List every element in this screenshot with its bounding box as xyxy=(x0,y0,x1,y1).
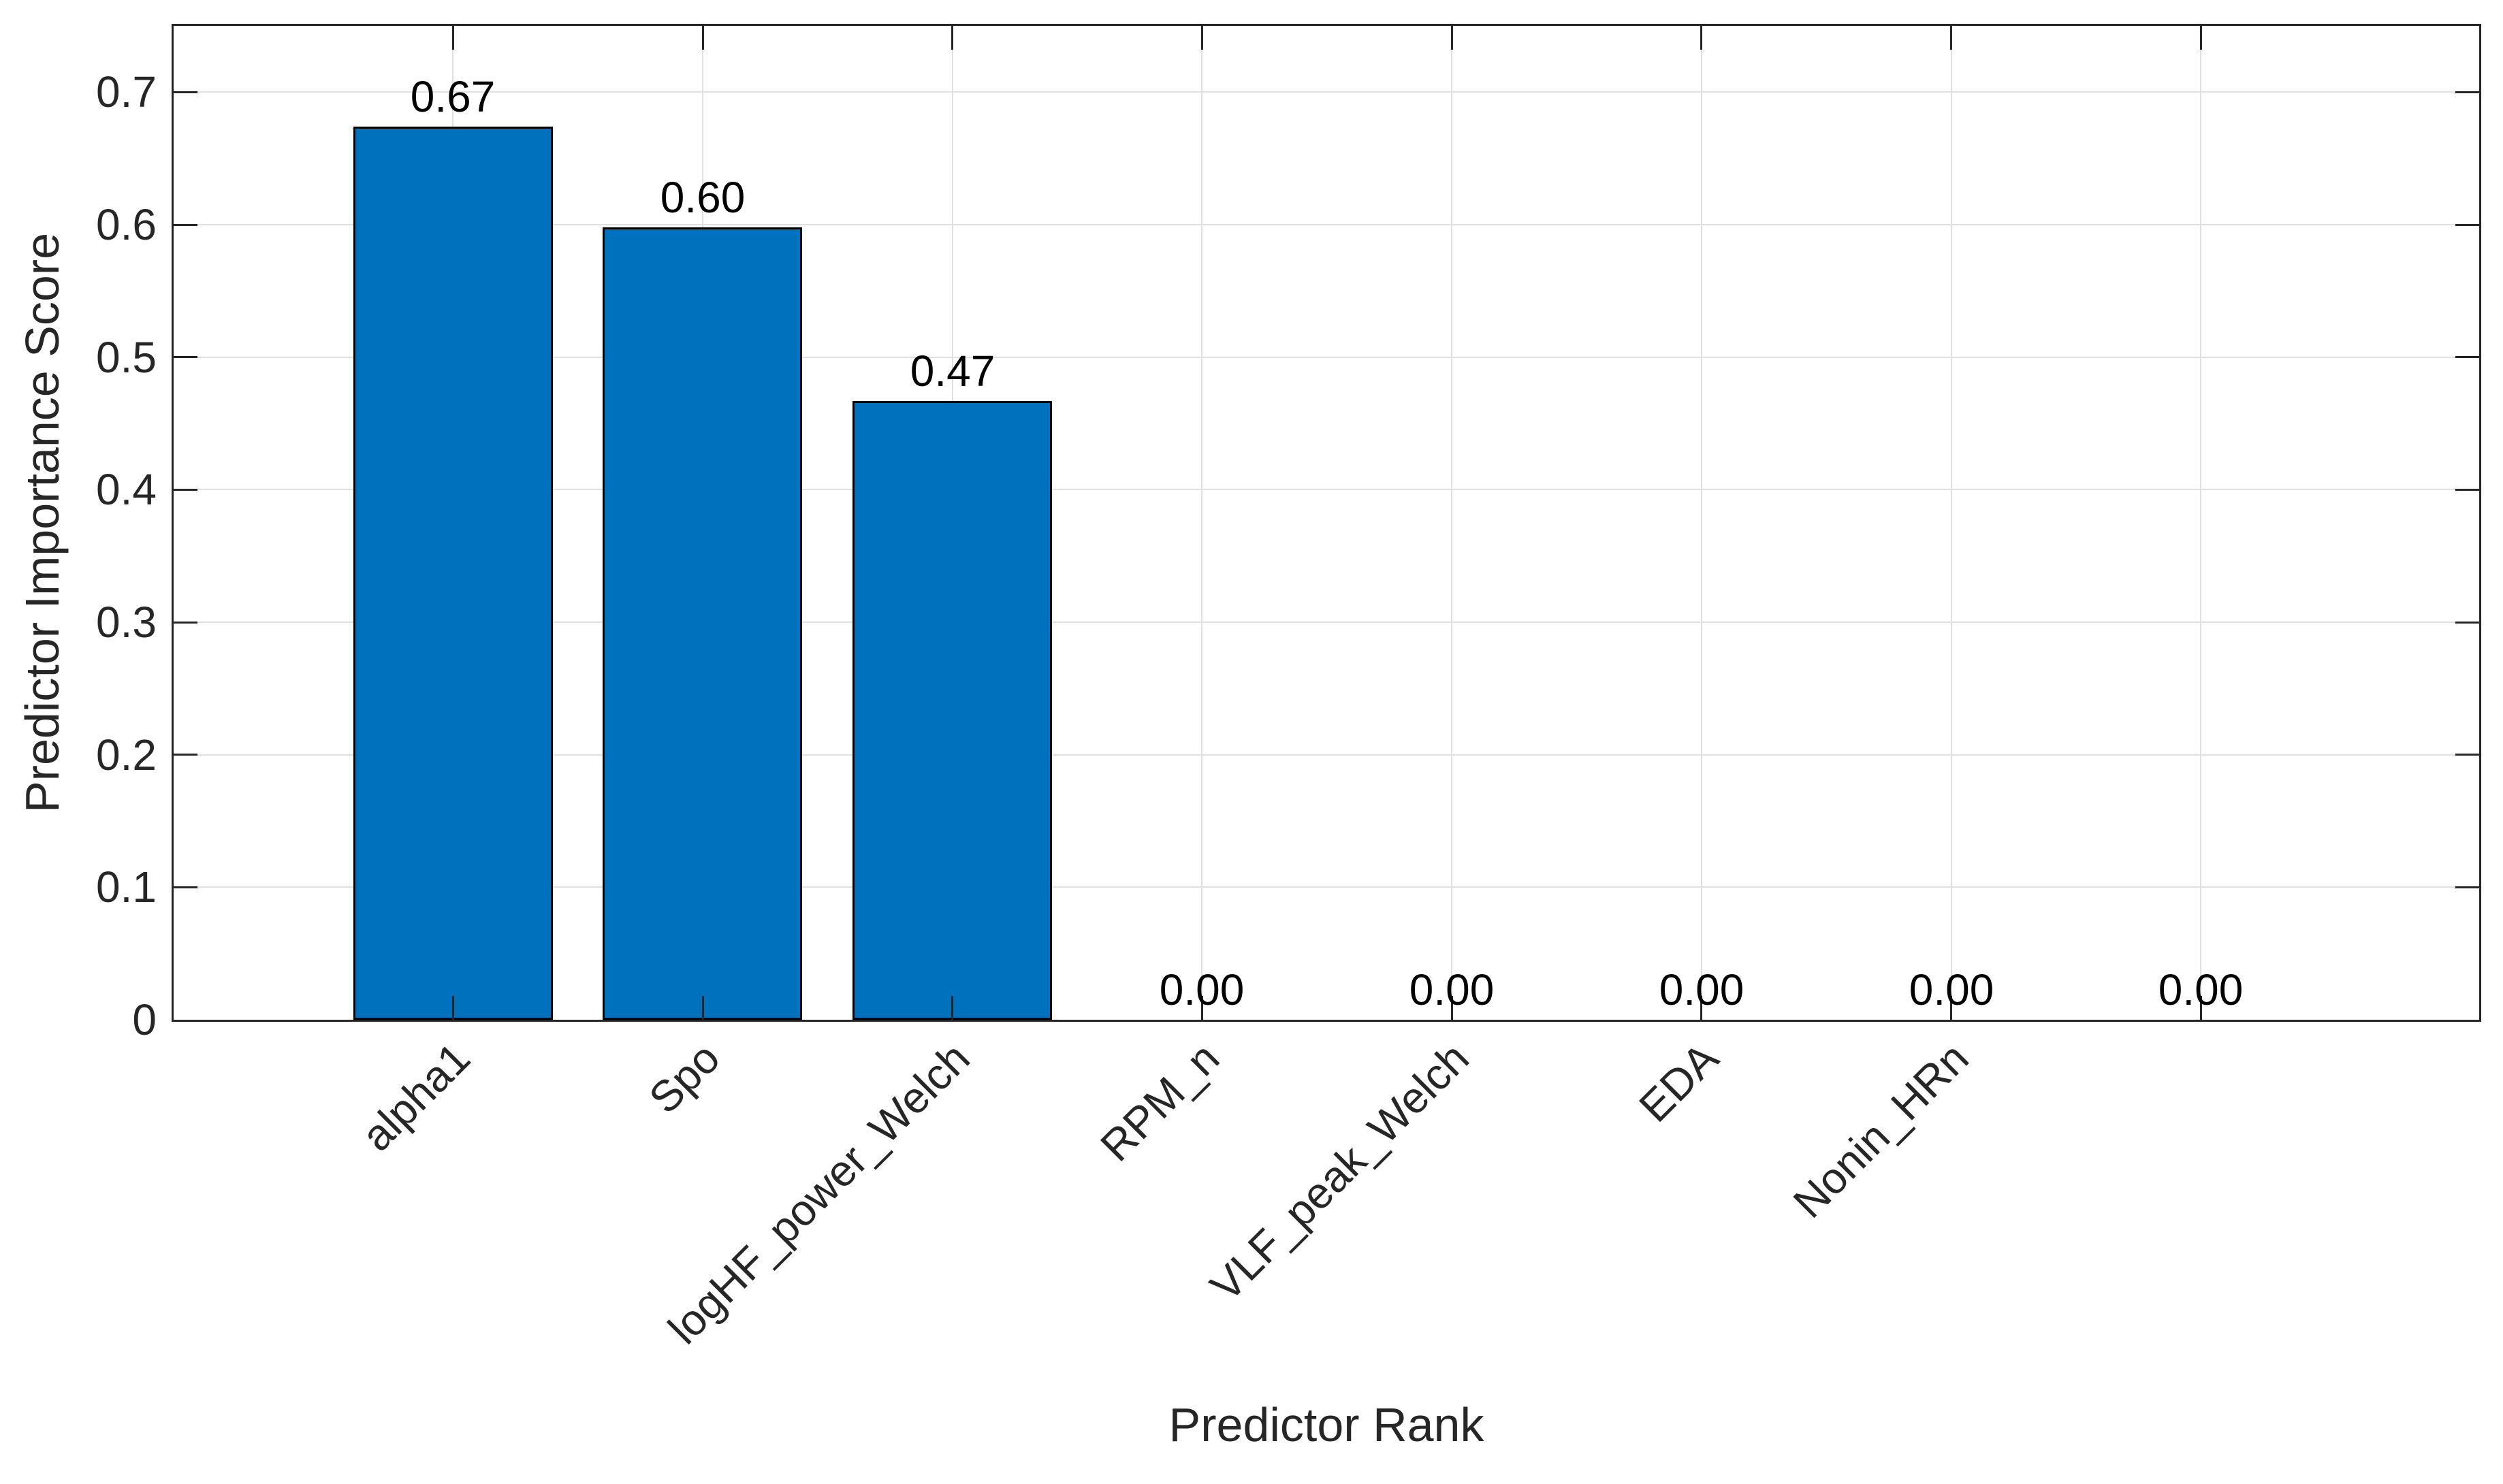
x-tick-label-text: RPM_n xyxy=(1090,1033,1228,1171)
x-tick-top xyxy=(452,26,454,50)
x-tick-top xyxy=(951,26,953,50)
x-tick xyxy=(1201,996,1203,1020)
y-tick-right xyxy=(2455,622,2479,624)
x-tick-label-text: VLF_peak_Welch xyxy=(1200,1033,1478,1311)
x-tick-label-text: Spo xyxy=(639,1033,729,1123)
y-tick-label: 0.7 xyxy=(96,67,157,116)
x-tick-label-text: EDA xyxy=(1629,1033,1728,1131)
value-label: 0.60 xyxy=(660,173,746,222)
v-gridline xyxy=(2200,26,2201,1020)
x-tick xyxy=(1700,996,1702,1020)
y-tick xyxy=(174,886,197,888)
x-tick xyxy=(452,996,454,1020)
y-tick-label: 0.4 xyxy=(96,465,157,514)
value-label: 0.00 xyxy=(1409,965,1495,1014)
h-gridline xyxy=(174,489,2479,490)
h-gridline xyxy=(174,91,2479,93)
h-gridline xyxy=(174,357,2479,358)
h-gridline xyxy=(174,886,2479,888)
x-tick-top xyxy=(1700,26,1702,50)
x-tick xyxy=(951,996,953,1020)
y-axis-label: Predictor Importance Score xyxy=(16,232,69,813)
x-tick xyxy=(702,996,704,1020)
x-tick xyxy=(1950,996,1952,1020)
y-tick-right xyxy=(2455,356,2479,358)
y-tick-label: 0.1 xyxy=(96,862,157,912)
y-tick xyxy=(174,356,197,358)
y-tick-label: 0.5 xyxy=(96,333,157,382)
y-tick-label: 0.3 xyxy=(96,598,157,647)
value-label: 0.67 xyxy=(410,72,496,121)
y-tick-right xyxy=(2455,886,2479,888)
bar xyxy=(603,227,802,1020)
x-tick-top xyxy=(1201,26,1203,50)
h-gridline xyxy=(174,622,2479,623)
v-gridline xyxy=(1951,26,1952,1020)
x-tick xyxy=(1451,996,1453,1020)
x-tick-label-text: Nonin_HRn xyxy=(1783,1033,1978,1227)
x-tick-label-text: alpha1 xyxy=(351,1033,479,1161)
v-gridline xyxy=(1451,26,1452,1020)
y-tick-right xyxy=(2455,754,2479,756)
y-tick-right xyxy=(2455,489,2479,491)
x-tick-top xyxy=(1950,26,1952,50)
y-tick xyxy=(174,91,197,93)
value-label: 0.00 xyxy=(1909,965,1994,1014)
y-tick-right xyxy=(2455,91,2479,93)
y-tick xyxy=(174,489,197,491)
y-tick-label: 0.6 xyxy=(96,200,157,249)
y-tick-label: 0.2 xyxy=(96,730,157,779)
bar xyxy=(852,401,1052,1020)
y-tick-label: 0 xyxy=(132,995,157,1044)
value-label: 0.00 xyxy=(1659,965,1744,1014)
value-label: 0.00 xyxy=(1159,965,1245,1014)
x-tick xyxy=(2200,996,2202,1020)
bar xyxy=(353,127,553,1020)
v-gridline xyxy=(1701,26,1702,1020)
y-tick xyxy=(174,224,197,226)
x-tick-top xyxy=(1451,26,1453,50)
x-axis-label: Predictor Rank xyxy=(1168,1398,1484,1451)
value-label: 0.47 xyxy=(910,346,995,396)
y-tick-right xyxy=(2455,224,2479,226)
x-tick-top xyxy=(702,26,704,50)
value-label: 0.00 xyxy=(2158,965,2244,1014)
v-gridline xyxy=(1201,26,1202,1020)
y-tick xyxy=(174,622,197,624)
h-gridline xyxy=(174,754,2479,756)
x-tick-top xyxy=(2200,26,2202,50)
h-gridline xyxy=(174,224,2479,225)
y-tick xyxy=(174,754,197,756)
